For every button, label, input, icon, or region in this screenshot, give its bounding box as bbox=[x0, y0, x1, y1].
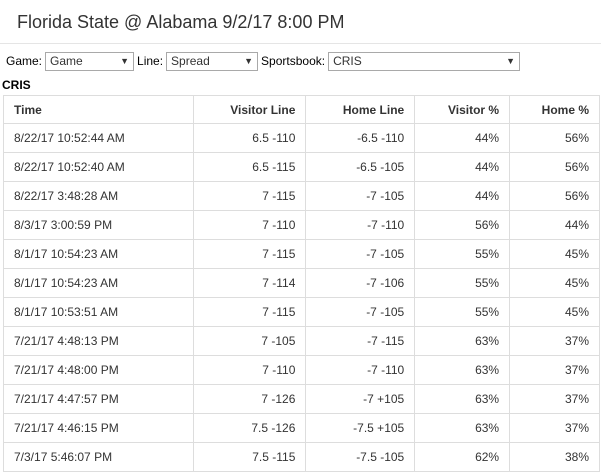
cell-home-line: -7 -105 bbox=[305, 181, 416, 211]
chevron-down-icon: ▼ bbox=[120, 55, 130, 66]
cell-time: 8/22/17 3:48:28 AM bbox=[3, 181, 194, 211]
cell-time: 7/21/17 4:46:15 PM bbox=[3, 413, 194, 443]
chevron-down-icon: ▼ bbox=[244, 55, 254, 66]
filter-bar: Game: Game ▼ Line: Spread ▼ Sportsbook: … bbox=[6, 51, 523, 71]
line-select-value: Spread bbox=[171, 53, 210, 68]
cell-home-percent: 38% bbox=[509, 442, 600, 472]
cell-home-percent: 56% bbox=[509, 181, 600, 211]
sportsbook-select-value: CRIS bbox=[333, 53, 362, 68]
chevron-down-icon: ▼ bbox=[506, 55, 516, 66]
cell-visitor-percent: 55% bbox=[414, 268, 511, 298]
game-label: Game: bbox=[6, 54, 43, 68]
cell-visitor-percent: 63% bbox=[414, 384, 511, 414]
table-row: 7/3/17 5:46:07 PM 7.5 -115 -7.5 -105 62% 38% bbox=[3, 442, 600, 472]
table-row: 8/1/17 10:54:23 AM 7 -115 -7 -105 55% 45% bbox=[3, 239, 600, 269]
cell-visitor-percent: 63% bbox=[414, 326, 511, 356]
cell-visitor-line: 7 -115 bbox=[192, 239, 307, 269]
cell-visitor-percent: 44% bbox=[414, 123, 511, 153]
cell-time: 8/1/17 10:54:23 AM bbox=[3, 268, 194, 298]
cell-visitor-percent: 55% bbox=[414, 297, 511, 327]
cell-visitor-line: 7 -110 bbox=[192, 210, 307, 240]
table-row: 7/21/17 4:47:57 PM 7 -126 -7 +105 63% 37% bbox=[3, 384, 600, 414]
sportsbook-label: Sportsbook: bbox=[261, 54, 326, 68]
cell-time: 7/21/17 4:48:13 PM bbox=[3, 326, 194, 356]
cell-time: 8/22/17 10:52:44 AM bbox=[3, 123, 194, 153]
cell-home-percent: 45% bbox=[509, 239, 600, 269]
cell-visitor-line: 7 -126 bbox=[192, 384, 307, 414]
cell-visitor-line: 7 -115 bbox=[192, 181, 307, 211]
column-header-visitor-line[interactable]: Visitor Line bbox=[192, 95, 307, 124]
cell-visitor-percent: 63% bbox=[414, 355, 511, 385]
section-title: CRIS bbox=[2, 78, 31, 92]
cell-time: 8/3/17 3:00:59 PM bbox=[3, 210, 194, 240]
cell-time: 7/3/17 5:46:07 PM bbox=[3, 442, 194, 472]
cell-home-line: -7 +105 bbox=[305, 384, 416, 414]
cell-visitor-line: 7 -110 bbox=[192, 355, 307, 385]
cell-home-line: -7 -110 bbox=[305, 355, 416, 385]
cell-home-percent: 56% bbox=[509, 152, 600, 182]
cell-visitor-percent: 63% bbox=[414, 413, 511, 443]
page-title: Florida State @ Alabama 9/2/17 8:00 PM bbox=[17, 12, 345, 32]
column-header-visitor-percent[interactable]: Visitor % bbox=[414, 95, 511, 124]
line-select[interactable]: Spread ▼ bbox=[166, 51, 259, 71]
cell-time: 8/22/17 10:52:40 AM bbox=[3, 152, 194, 182]
column-header-home-percent[interactable]: Home % bbox=[509, 95, 600, 124]
column-header-time[interactable]: Time bbox=[3, 95, 194, 124]
line-label: Line: bbox=[137, 54, 164, 68]
cell-time: 7/21/17 4:47:57 PM bbox=[3, 384, 194, 414]
cell-visitor-percent: 44% bbox=[414, 181, 511, 211]
cell-visitor-percent: 55% bbox=[414, 239, 511, 269]
cell-time: 7/21/17 4:48:00 PM bbox=[3, 355, 194, 385]
table-row: 8/1/17 10:54:23 AM 7 -114 -7 -106 55% 45% bbox=[3, 268, 600, 298]
cell-visitor-percent: 62% bbox=[414, 442, 511, 472]
cell-home-percent: 37% bbox=[509, 413, 600, 443]
cell-visitor-line: 7.5 -126 bbox=[192, 413, 307, 443]
table-row: 8/22/17 3:48:28 AM 7 -115 -7 -105 44% 56% bbox=[3, 181, 600, 211]
table-row: 8/22/17 10:52:40 AM 6.5 -115 -6.5 -105 44% 5… bbox=[3, 152, 600, 182]
cell-visitor-line: 7.5 -115 bbox=[192, 442, 307, 472]
cell-home-line: -6.5 -105 bbox=[305, 152, 416, 182]
cell-home-line: -7 -105 bbox=[305, 297, 416, 327]
cell-visitor-line: 6.5 -115 bbox=[192, 152, 307, 182]
cell-visitor-percent: 56% bbox=[414, 210, 511, 240]
table-row: 8/22/17 10:52:44 AM 6.5 -110 -6.5 -110 44% 5… bbox=[3, 123, 600, 153]
cell-home-percent: 45% bbox=[509, 297, 600, 327]
column-header-home-line[interactable]: Home Line bbox=[305, 95, 416, 124]
cell-home-line: -7 -110 bbox=[305, 210, 416, 240]
cell-home-line: -7 -105 bbox=[305, 239, 416, 269]
sportsbook-select[interactable]: CRIS ▼ bbox=[328, 51, 521, 71]
table-row: 8/3/17 3:00:59 PM 7 -110 -7 -110 56% 44% bbox=[3, 210, 600, 240]
cell-home-percent: 37% bbox=[509, 384, 600, 414]
table-row: 7/21/17 4:48:00 PM 7 -110 -7 -110 63% 37% bbox=[3, 355, 600, 385]
line-history-table: Time Visitor Line Home Line Visitor % Ho… bbox=[3, 95, 600, 472]
page-header: Florida State @ Alabama 9/2/17 8:00 PM bbox=[0, 0, 601, 44]
cell-home-line: -6.5 -110 bbox=[305, 123, 416, 153]
table-header-row: Time Visitor Line Home Line Visitor % Ho… bbox=[3, 95, 600, 124]
game-select[interactable]: Game ▼ bbox=[45, 51, 135, 71]
cell-home-percent: 45% bbox=[509, 268, 600, 298]
cell-visitor-line: 7 -105 bbox=[192, 326, 307, 356]
cell-visitor-line: 7 -115 bbox=[192, 297, 307, 327]
cell-visitor-line: 7 -114 bbox=[192, 268, 307, 298]
cell-home-percent: 44% bbox=[509, 210, 600, 240]
cell-time: 8/1/17 10:54:23 AM bbox=[3, 239, 194, 269]
cell-home-percent: 56% bbox=[509, 123, 600, 153]
cell-home-line: -7.5 -105 bbox=[305, 442, 416, 472]
game-select-value: Game bbox=[50, 53, 83, 68]
table-row: 7/21/17 4:46:15 PM 7.5 -126 -7.5 +105 63% 37… bbox=[3, 413, 600, 443]
cell-home-line: -7.5 +105 bbox=[305, 413, 416, 443]
table-row: 8/1/17 10:53:51 AM 7 -115 -7 -105 55% 45% bbox=[3, 297, 600, 327]
table-row: 7/21/17 4:48:13 PM 7 -105 -7 -115 63% 37% bbox=[3, 326, 600, 356]
cell-visitor-line: 6.5 -110 bbox=[192, 123, 307, 153]
cell-home-percent: 37% bbox=[509, 355, 600, 385]
cell-home-percent: 37% bbox=[509, 326, 600, 356]
cell-home-line: -7 -115 bbox=[305, 326, 416, 356]
cell-time: 8/1/17 10:53:51 AM bbox=[3, 297, 194, 327]
cell-visitor-percent: 44% bbox=[414, 152, 511, 182]
cell-home-line: -7 -106 bbox=[305, 268, 416, 298]
